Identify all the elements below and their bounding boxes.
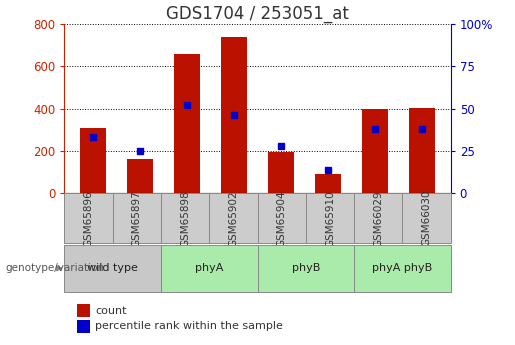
Text: wild type: wild type xyxy=(87,263,138,273)
Text: count: count xyxy=(95,306,127,315)
Bar xyxy=(402,193,451,243)
Bar xyxy=(80,128,106,193)
Bar xyxy=(161,245,258,292)
Bar xyxy=(161,193,209,243)
Text: GSM65898: GSM65898 xyxy=(180,190,190,247)
Bar xyxy=(315,174,341,193)
Text: GSM65910: GSM65910 xyxy=(325,190,335,247)
Text: GSM65902: GSM65902 xyxy=(228,190,238,247)
Bar xyxy=(258,193,306,243)
Bar xyxy=(174,54,200,193)
Text: GSM66030: GSM66030 xyxy=(421,190,432,246)
Text: percentile rank within the sample: percentile rank within the sample xyxy=(95,321,283,331)
Bar xyxy=(113,193,161,243)
Text: GSM65897: GSM65897 xyxy=(132,190,142,247)
Text: GSM65896: GSM65896 xyxy=(83,190,94,247)
Bar xyxy=(258,245,354,292)
Title: GDS1704 / 253051_at: GDS1704 / 253051_at xyxy=(166,5,349,23)
Bar xyxy=(268,152,294,193)
Text: GSM66029: GSM66029 xyxy=(373,190,383,247)
Bar xyxy=(64,193,113,243)
Text: phyB: phyB xyxy=(291,263,320,273)
Text: phyA phyB: phyA phyB xyxy=(372,263,433,273)
Bar xyxy=(209,193,258,243)
Bar xyxy=(306,193,354,243)
Bar xyxy=(127,159,152,193)
Text: phyA: phyA xyxy=(195,263,224,273)
Text: GSM65904: GSM65904 xyxy=(277,190,287,247)
Bar xyxy=(64,245,161,292)
Text: genotype/variation: genotype/variation xyxy=(5,263,104,273)
Bar xyxy=(354,245,451,292)
Bar xyxy=(354,193,402,243)
Bar xyxy=(363,109,388,193)
Bar xyxy=(221,37,247,193)
Bar xyxy=(409,108,435,193)
